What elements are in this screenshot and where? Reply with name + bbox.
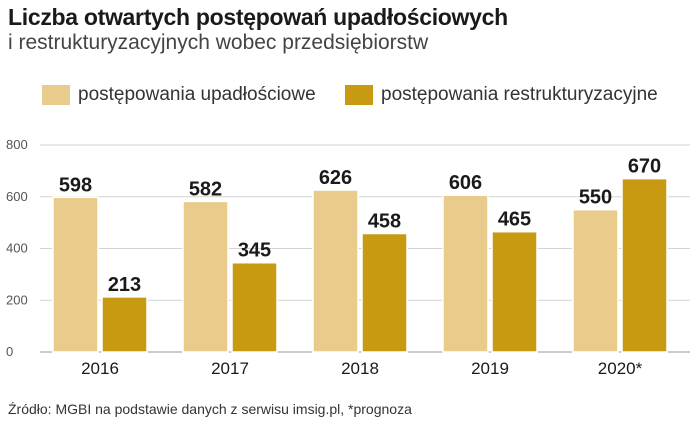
legend-swatch-restrukturyzacyjne bbox=[345, 85, 373, 105]
data-label: 670 bbox=[628, 156, 661, 178]
data-label: 345 bbox=[238, 240, 271, 262]
legend-label-upadlosciowe: postępowania upadłościowe bbox=[78, 84, 316, 105]
y-tick-label: 400 bbox=[6, 241, 28, 256]
bar bbox=[312, 189, 359, 353]
source-note: Źródło: MGBI na podstawie danych z serwi… bbox=[8, 401, 412, 417]
x-tick-label: 2020* bbox=[598, 359, 643, 378]
data-label: 598 bbox=[59, 174, 92, 196]
data-label: 213 bbox=[108, 274, 141, 296]
legend-item-upadlosciowe: postępowania upadłościowe bbox=[42, 84, 316, 106]
legend-item-restrukturyzacyjne: postępowania restrukturyzacyjne bbox=[345, 84, 658, 106]
bar bbox=[231, 261, 278, 353]
legend-swatch-upadlosciowe bbox=[42, 85, 70, 105]
x-tick-label: 2018 bbox=[341, 359, 379, 378]
bar bbox=[52, 196, 99, 353]
y-tick-label: 600 bbox=[6, 189, 28, 204]
data-label: 465 bbox=[498, 209, 531, 231]
data-label: 458 bbox=[368, 210, 401, 232]
y-tick-label: 0 bbox=[6, 344, 13, 359]
bar bbox=[621, 177, 668, 353]
x-tick-label: 2019 bbox=[471, 359, 509, 378]
x-tick-label: 2016 bbox=[81, 359, 119, 378]
data-label: 626 bbox=[319, 167, 352, 189]
legend-label-restrukturyzacyjne: postępowania restrukturyzacyjne bbox=[381, 84, 658, 105]
data-label: 550 bbox=[579, 187, 612, 209]
data-label: 606 bbox=[449, 172, 482, 194]
bar bbox=[361, 232, 408, 353]
y-tick-label: 200 bbox=[6, 292, 28, 307]
bar bbox=[491, 230, 538, 353]
y-tick-label: 800 bbox=[6, 137, 28, 152]
bar bbox=[442, 194, 489, 353]
bar bbox=[182, 200, 229, 353]
data-label: 582 bbox=[189, 178, 222, 200]
bar bbox=[101, 296, 148, 353]
bar bbox=[572, 208, 619, 353]
x-tick-label: 2017 bbox=[211, 359, 249, 378]
chart-subtitle: i restrukturyzacyjnych wobec przedsiębio… bbox=[8, 31, 429, 54]
chart-title: Liczba otwartych postępowań upadłościowy… bbox=[8, 4, 508, 30]
